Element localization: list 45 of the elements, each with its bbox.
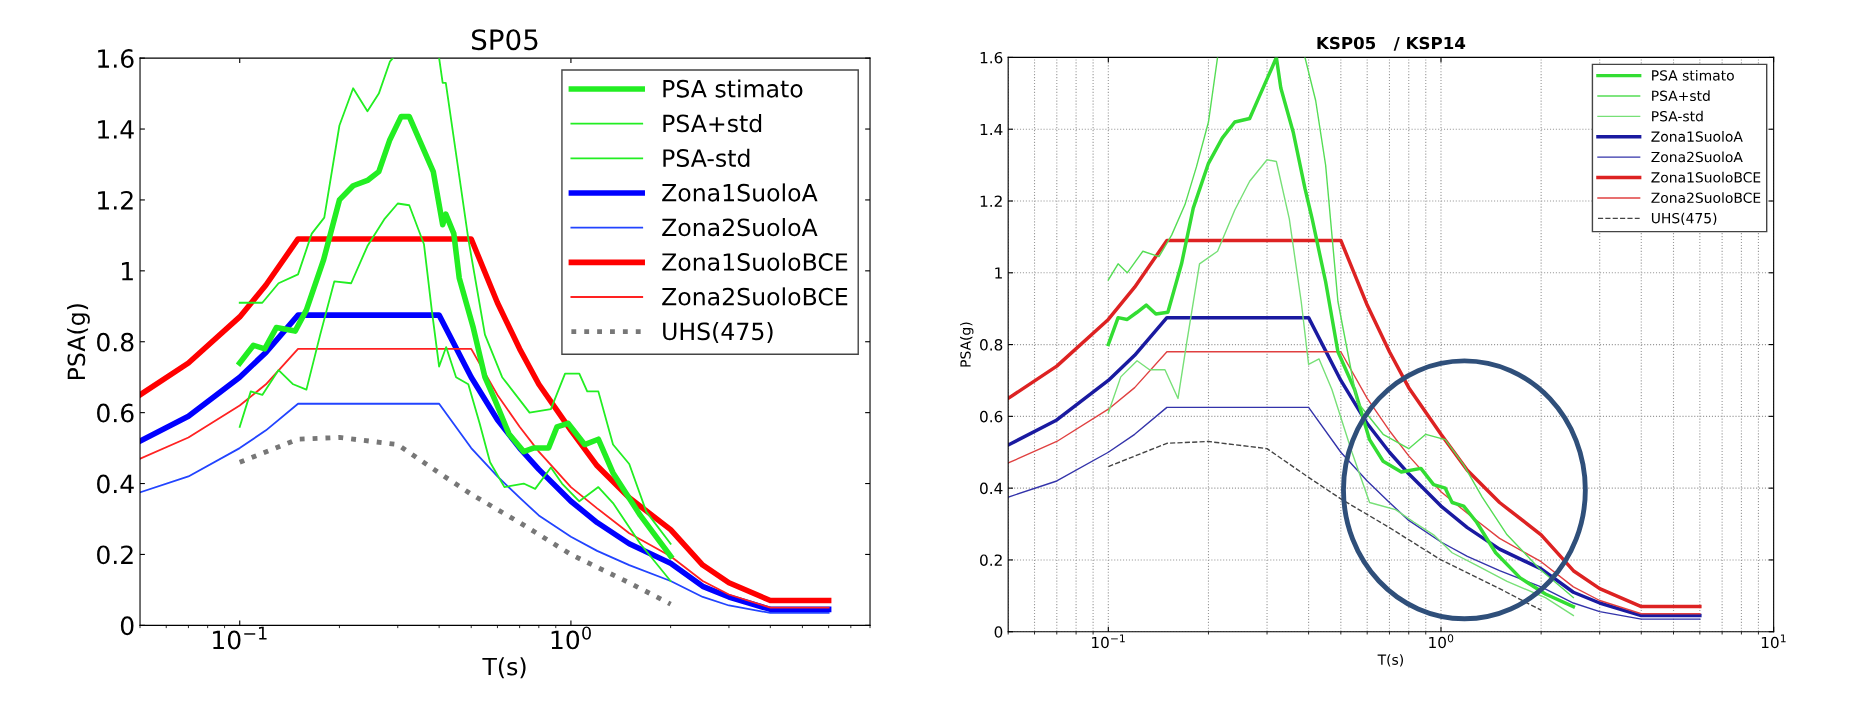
y-tick-label: 1.2 xyxy=(980,195,1002,207)
x-tick-label: 10$^{0}$ xyxy=(551,626,591,650)
legend-label: Zona1SuoloBCE xyxy=(662,252,848,271)
y-tick-label: 1 xyxy=(122,262,133,281)
y-tick-label: 0.8 xyxy=(97,332,134,352)
y-tick-label: 1.6 xyxy=(98,49,134,68)
x-axis-title: T(s) xyxy=(482,657,526,679)
y-tick-label: 1.4 xyxy=(980,123,1003,136)
chart-title: SP05 xyxy=(471,29,538,51)
legend-label: Zona2SuoloBCE xyxy=(662,287,848,306)
x-tick-label: 10$^{−1}$ xyxy=(213,626,267,650)
legend-label: Zona2SuoloA xyxy=(1651,151,1743,163)
y-axis-title: PSA(g) xyxy=(67,304,90,380)
y-tick-label: 1.6 xyxy=(980,51,1003,64)
legend-label: Zona1SuoloBCE xyxy=(1651,171,1761,183)
y-tick-label: 0.6 xyxy=(97,403,134,423)
y-tick-label: 0 xyxy=(120,616,134,636)
legend-label: PSA+std xyxy=(1652,90,1710,102)
y-tick-label: 0.6 xyxy=(980,410,1003,423)
legend-label: Zona1SuoloA xyxy=(662,183,818,202)
y-tick-label: 0 xyxy=(994,626,1003,638)
legend-label: UHS(475) xyxy=(663,322,773,344)
legend-label: PSA+std xyxy=(663,114,762,133)
legend-label: PSA-std xyxy=(663,148,750,167)
y-tick-label: 0.4 xyxy=(97,474,134,494)
chart-title: KSP05 / KSP14 xyxy=(1317,36,1466,51)
legend-label: Zona2SuoloA xyxy=(662,218,818,237)
x-tick-label: 10$^{−1}$ xyxy=(1092,634,1125,649)
y-tick-label: 1.2 xyxy=(98,190,133,210)
y-tick-label: 1 xyxy=(995,267,1002,279)
y-tick-label: 0.8 xyxy=(980,339,1003,351)
legend-label: PSA stimato xyxy=(1652,69,1734,81)
legend-label: Zona2SuoloBCE xyxy=(1651,192,1761,203)
x-axis-title: T(s) xyxy=(1377,654,1403,667)
y-tick-label: 0.2 xyxy=(980,554,1002,566)
y-tick-label: 0.4 xyxy=(980,482,1003,495)
legend-label: Zona1SuoloA xyxy=(1651,131,1743,142)
legend-label: PSA stimato xyxy=(663,79,803,98)
x-tick-label: 10$^{0}$ xyxy=(1429,634,1454,649)
x-tick-label: 10$^{1}$ xyxy=(1761,634,1786,649)
legend-label: UHS(475) xyxy=(1651,212,1717,226)
legend-label: PSA-std xyxy=(1652,110,1703,122)
y-axis-title: PSA(g) xyxy=(960,322,974,367)
y-tick-label: 1.4 xyxy=(98,120,134,139)
y-tick-label: 0.2 xyxy=(97,545,133,565)
